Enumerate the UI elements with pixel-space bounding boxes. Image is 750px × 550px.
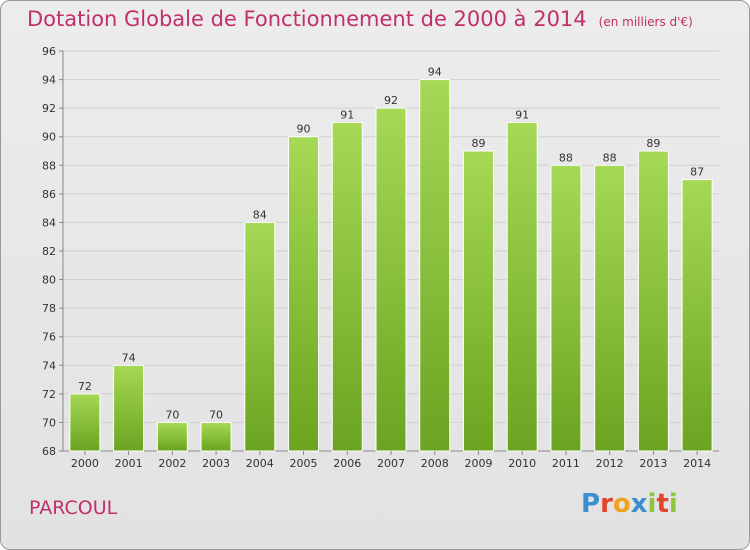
x-tick-label: 2001	[115, 457, 143, 470]
y-tick-label: 78	[42, 302, 56, 315]
x-tick-labels: 2000 2001 2002 2003 2004 2005 2006 2007 2008 2009…	[71, 451, 711, 470]
unit-label: (en milliers d'€)	[598, 15, 693, 29]
bar	[156, 421, 188, 452]
logo-letter: t	[656, 489, 669, 519]
x-tick-label: 2004	[246, 457, 274, 470]
x-tick-label: 2003	[202, 457, 230, 470]
y-tick-label: 88	[42, 159, 56, 172]
x-tick-label: 2013	[639, 457, 667, 470]
bar-value-label: 87	[690, 166, 704, 179]
y-tick-label: 90	[42, 131, 56, 144]
x-tick-label: 2014	[683, 457, 711, 470]
logo-letter: P	[581, 489, 601, 519]
bar-value-label: 91	[340, 108, 354, 121]
bar	[550, 164, 582, 452]
bar	[375, 107, 407, 452]
y-tick-label: 86	[42, 188, 56, 201]
logo-letter: i	[647, 489, 657, 519]
bar-value-label: 88	[559, 151, 573, 164]
x-tick-label: 2007	[377, 457, 405, 470]
y-tick-label: 94	[42, 74, 56, 87]
y-tick-label: 70	[42, 416, 56, 429]
bar-value-label: 90	[297, 123, 311, 136]
bar	[113, 364, 145, 452]
bar	[200, 421, 232, 452]
bar	[244, 221, 276, 452]
bar	[288, 136, 320, 452]
y-tick-label: 96	[42, 45, 56, 58]
x-tick-label: 2009	[464, 457, 492, 470]
y-tick-label: 80	[42, 274, 56, 287]
logo-letter: r	[600, 489, 613, 519]
y-tick-labels: 68 70 72 74 76 78 80 82 84 86 88 90 92 94 96	[42, 45, 56, 458]
bar-value-label: 84	[253, 208, 267, 221]
y-tick-label: 76	[42, 331, 56, 344]
bar-value-label: 89	[471, 137, 485, 150]
y-tick-label: 74	[42, 359, 56, 372]
bars	[69, 79, 713, 452]
bar-value-label: 92	[384, 94, 398, 107]
bar	[69, 393, 101, 452]
logo-letter: o	[612, 489, 631, 519]
x-tick-label: 2000	[71, 457, 99, 470]
bar	[594, 164, 626, 452]
x-tick-label: 2006	[333, 457, 361, 470]
y-tick-label: 92	[42, 102, 56, 115]
x-tick-label: 2010	[508, 457, 536, 470]
y-tick-label: 82	[42, 245, 56, 258]
x-tick-label: 2011	[552, 457, 580, 470]
x-tick-label: 2002	[158, 457, 186, 470]
bar	[419, 79, 451, 452]
bar	[637, 150, 669, 452]
x-tick-label: 2008	[421, 457, 449, 470]
bar	[681, 179, 713, 452]
proxiti-logo: Proxiti	[581, 489, 678, 519]
bar-value-label: 94	[428, 66, 442, 79]
bar-value-label: 70	[209, 408, 223, 421]
bar-value-label: 74	[122, 351, 136, 364]
chart-title: Dotation Globale de Fonctionnement de 20…	[27, 7, 693, 31]
data-labels: 72 74 70 70 84 90 91 92 94 89 91 88 88 89 87	[78, 66, 704, 422]
bar	[506, 121, 538, 452]
title-text: Dotation Globale de Fonctionnement de 20…	[27, 7, 587, 31]
logo-letter: i	[668, 489, 678, 519]
x-tick-label: 2012	[596, 457, 624, 470]
y-tick-label: 68	[42, 445, 56, 458]
bar-value-label: 72	[78, 380, 92, 393]
logo-letter: x	[630, 489, 648, 519]
bar-value-label: 88	[603, 151, 617, 164]
commune-name: PARCOUL	[29, 497, 118, 519]
y-tick-label: 84	[42, 216, 56, 229]
x-tick-label: 2005	[290, 457, 318, 470]
bar-value-label: 89	[646, 137, 660, 150]
y-tick-label: 72	[42, 388, 56, 401]
bar	[331, 121, 363, 452]
bar	[462, 150, 494, 452]
bar-value-label: 91	[515, 108, 529, 121]
bar-value-label: 70	[165, 408, 179, 421]
